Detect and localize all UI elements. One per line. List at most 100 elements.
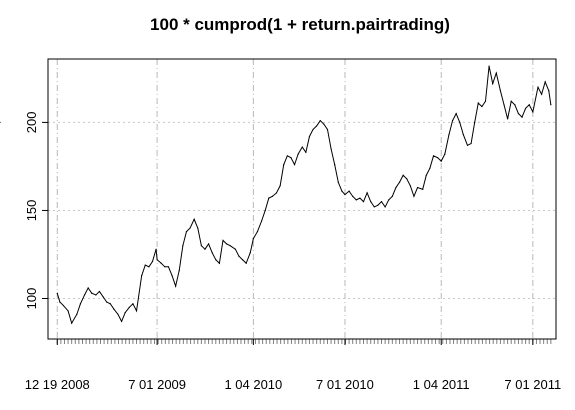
data-point [373,206,375,208]
data-point [87,287,89,289]
data-point [71,322,73,324]
data-point [330,148,332,150]
data-point [316,125,318,127]
data-point [517,112,520,115]
data-point [197,227,199,229]
data-point [484,100,487,102]
data-point [148,266,150,268]
data-point [56,292,58,294]
data-point [337,181,339,183]
data-point [432,155,435,157]
data-point [348,190,350,192]
data-point [495,72,497,74]
data-point [113,308,115,310]
x-tick-label: 7 01 2011 [504,377,561,392]
data-point [117,313,119,315]
data-point [550,104,552,106]
data-point [124,311,126,314]
data-point [341,190,343,192]
data-point [171,275,173,277]
data-point [455,112,457,115]
data-point [344,193,346,196]
data-point [459,121,461,123]
data-point [128,306,130,308]
data-point [238,255,240,257]
data-point [151,260,154,263]
data-point [260,220,263,222]
data-point [91,292,93,294]
data-point [234,248,236,250]
data-point [366,192,368,194]
data-point [334,164,336,166]
data-point [156,259,158,261]
data-point [256,230,259,233]
data-point [83,294,86,296]
data-point [121,320,123,322]
data-point [503,104,505,106]
data-point [245,262,247,264]
data-point [437,157,439,159]
series-line-cumprod [56,65,552,325]
data-point [222,239,224,241]
data-point [499,90,502,92]
series-layer [0,65,552,325]
data-point [510,100,512,102]
data-point [377,204,379,206]
data-point [323,123,325,125]
data-point [521,116,523,118]
data-point [67,310,69,312]
data-point [525,107,527,109]
data-point [225,243,228,245]
data-point [395,186,397,189]
data-point [175,285,177,287]
data-point [98,290,101,293]
data-point [305,151,307,153]
chart-title: 100 * cumprod(1 + return.pairtrading) [150,15,450,34]
data-point [413,195,415,197]
data-point [200,245,202,247]
y-tick-label: 150 [24,200,39,222]
data-point [275,192,278,194]
x-tick-label: 7 01 2010 [316,377,374,392]
grid-layer [48,59,556,339]
data-point [402,174,404,176]
data-point [144,264,146,266]
data-point [308,135,311,138]
data-point [359,197,361,199]
data-point [470,142,472,145]
data-point [444,153,446,155]
data-point [182,245,184,247]
x-tick-label: 12 19 2008 [25,377,90,392]
data-point [211,252,213,254]
data-point [406,178,408,180]
data-point [155,248,157,250]
data-point [185,230,188,233]
data-point [537,86,539,88]
data-point [488,65,490,67]
y-tick-label: 100 [24,288,39,310]
data-point [286,155,288,157]
data-point [474,121,476,123]
data-point [164,266,166,268]
data-point [279,185,281,187]
x-tick-label: 7 01 2009 [128,377,186,392]
data-point [326,128,329,131]
data-point [252,238,254,240]
data-point [59,301,61,303]
data-point [380,201,383,203]
data-point [391,195,393,197]
data-point [355,199,357,201]
plot-area-frame [47,58,557,340]
data-point [135,310,138,312]
x-date-rug [56,339,552,344]
data-point [422,188,424,190]
y-tick-label: 200 [24,112,39,134]
data-point [409,185,411,187]
data-point [425,174,427,176]
axis-layer: 100 150 200 12 19 2008 7 01 2009 1 04 2010 7 0… [24,112,561,392]
data-point [293,164,296,166]
data-point [370,201,372,203]
data-point [352,195,354,197]
